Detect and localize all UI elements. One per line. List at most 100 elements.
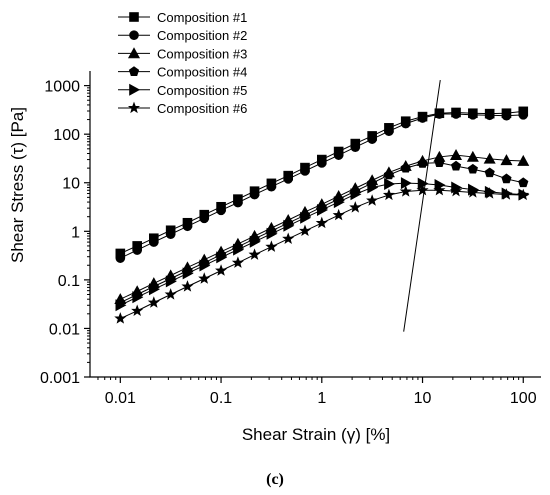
star-marker — [416, 183, 429, 196]
star-marker — [215, 264, 228, 276]
star-marker — [131, 304, 144, 317]
triangle-right-marker — [149, 283, 160, 296]
star-marker — [366, 194, 379, 206]
circle-marker — [468, 110, 478, 120]
circle-marker — [333, 150, 344, 160]
triangle-right-marker — [249, 235, 261, 248]
triangle-right-marker — [283, 219, 295, 232]
triangle-right-marker — [367, 181, 379, 194]
circle-marker — [165, 229, 176, 240]
star-marker — [382, 188, 395, 201]
circle-marker — [129, 30, 139, 41]
legend-item: Composition #4 — [118, 65, 247, 80]
star-marker — [114, 312, 127, 324]
circle-marker — [149, 237, 159, 247]
triangle-up-marker — [127, 47, 141, 59]
star-marker — [147, 296, 160, 308]
star-marker — [198, 272, 211, 284]
triangle-right-marker — [115, 299, 127, 312]
y-tick-label: 100 — [53, 127, 80, 144]
pentagon-marker — [467, 163, 478, 174]
square-marker — [129, 12, 139, 22]
pentagon-marker — [128, 66, 140, 76]
y-tick-label: 1000 — [44, 79, 80, 96]
series-line — [120, 110, 524, 254]
circle-marker — [199, 213, 210, 224]
series-line — [120, 154, 524, 300]
triangle-right-marker — [316, 203, 328, 216]
series-3 — [114, 149, 530, 305]
circle-marker — [400, 118, 411, 129]
star-marker — [399, 185, 412, 197]
legend-label: Composition #2 — [157, 28, 247, 43]
star-marker — [127, 101, 141, 114]
star-marker — [181, 280, 194, 292]
legend-label: Composition #3 — [157, 46, 247, 61]
triangle-right-marker — [129, 83, 141, 96]
circle-marker — [115, 253, 126, 263]
pentagon-marker — [518, 177, 529, 188]
circle-marker — [484, 110, 495, 121]
series-line — [120, 113, 524, 259]
legend-item: Composition #6 — [118, 101, 247, 116]
triangle-up-marker — [483, 152, 496, 164]
circle-marker — [316, 158, 327, 168]
x-axis: 0.01 0.1 1 10 100 — [97, 377, 537, 407]
triangle-right-marker — [182, 267, 194, 280]
circle-marker — [182, 221, 193, 232]
circle-marker — [451, 109, 461, 119]
x-tick-label: 1 — [317, 390, 326, 407]
triangle-right-marker — [216, 251, 228, 264]
x-tick-label: 0.01 — [105, 390, 136, 407]
y-tick-label: 0.001 — [40, 370, 80, 387]
circle-marker — [300, 166, 310, 176]
series-1 — [115, 106, 529, 259]
figure-caption: (c) — [266, 471, 284, 488]
series-2 — [115, 109, 529, 263]
legend-item: Composition #5 — [118, 83, 247, 98]
y-axis: 0.001 0.01 0.1 1 10 100 1000 — [40, 79, 90, 387]
annotation-layer — [403, 80, 441, 332]
x-axis-title: Shear Strain (γ) [%] — [242, 425, 390, 444]
x-tick-label: 0.1 — [210, 390, 232, 407]
x-tick-label: 100 — [510, 390, 537, 407]
pentagon-marker — [450, 160, 462, 171]
triangle-right-marker — [300, 211, 312, 224]
triangle-right-marker — [350, 188, 362, 201]
series-6 — [114, 183, 530, 324]
star-marker — [315, 216, 328, 229]
circle-marker — [384, 126, 394, 137]
triangle-up-marker — [500, 154, 513, 166]
star-marker — [517, 188, 530, 201]
legend-item: Composition #1 — [118, 10, 247, 25]
circle-marker — [249, 189, 260, 200]
series-line — [120, 162, 524, 304]
legend-item: Composition #3 — [118, 46, 247, 61]
circle-marker — [350, 142, 361, 152]
legend-label: Composition #1 — [157, 10, 247, 25]
legend-label: Composition #6 — [157, 101, 247, 116]
legend: Composition #1 Composition #2 Composition … — [118, 10, 247, 116]
triangle-right-marker — [132, 291, 144, 304]
circle-marker — [233, 197, 243, 208]
circle-marker — [518, 110, 529, 120]
star-marker — [449, 184, 463, 197]
circle-marker — [266, 181, 277, 192]
star-marker — [248, 248, 261, 260]
annotation-line — [403, 80, 441, 332]
triangle-right-marker — [165, 275, 177, 288]
star-marker — [433, 183, 446, 196]
circle-marker — [283, 174, 293, 184]
y-tick-label: 1 — [71, 224, 80, 241]
circle-marker — [367, 134, 377, 144]
star-marker — [231, 256, 244, 268]
circle-marker — [216, 205, 226, 216]
triangle-right-marker — [384, 178, 396, 191]
triangle-right-marker — [199, 259, 211, 272]
pentagon-marker — [434, 157, 445, 167]
star-marker — [282, 232, 295, 244]
y-tick-label: 10 — [62, 176, 80, 193]
star-marker — [265, 240, 278, 252]
star-marker — [349, 201, 362, 213]
